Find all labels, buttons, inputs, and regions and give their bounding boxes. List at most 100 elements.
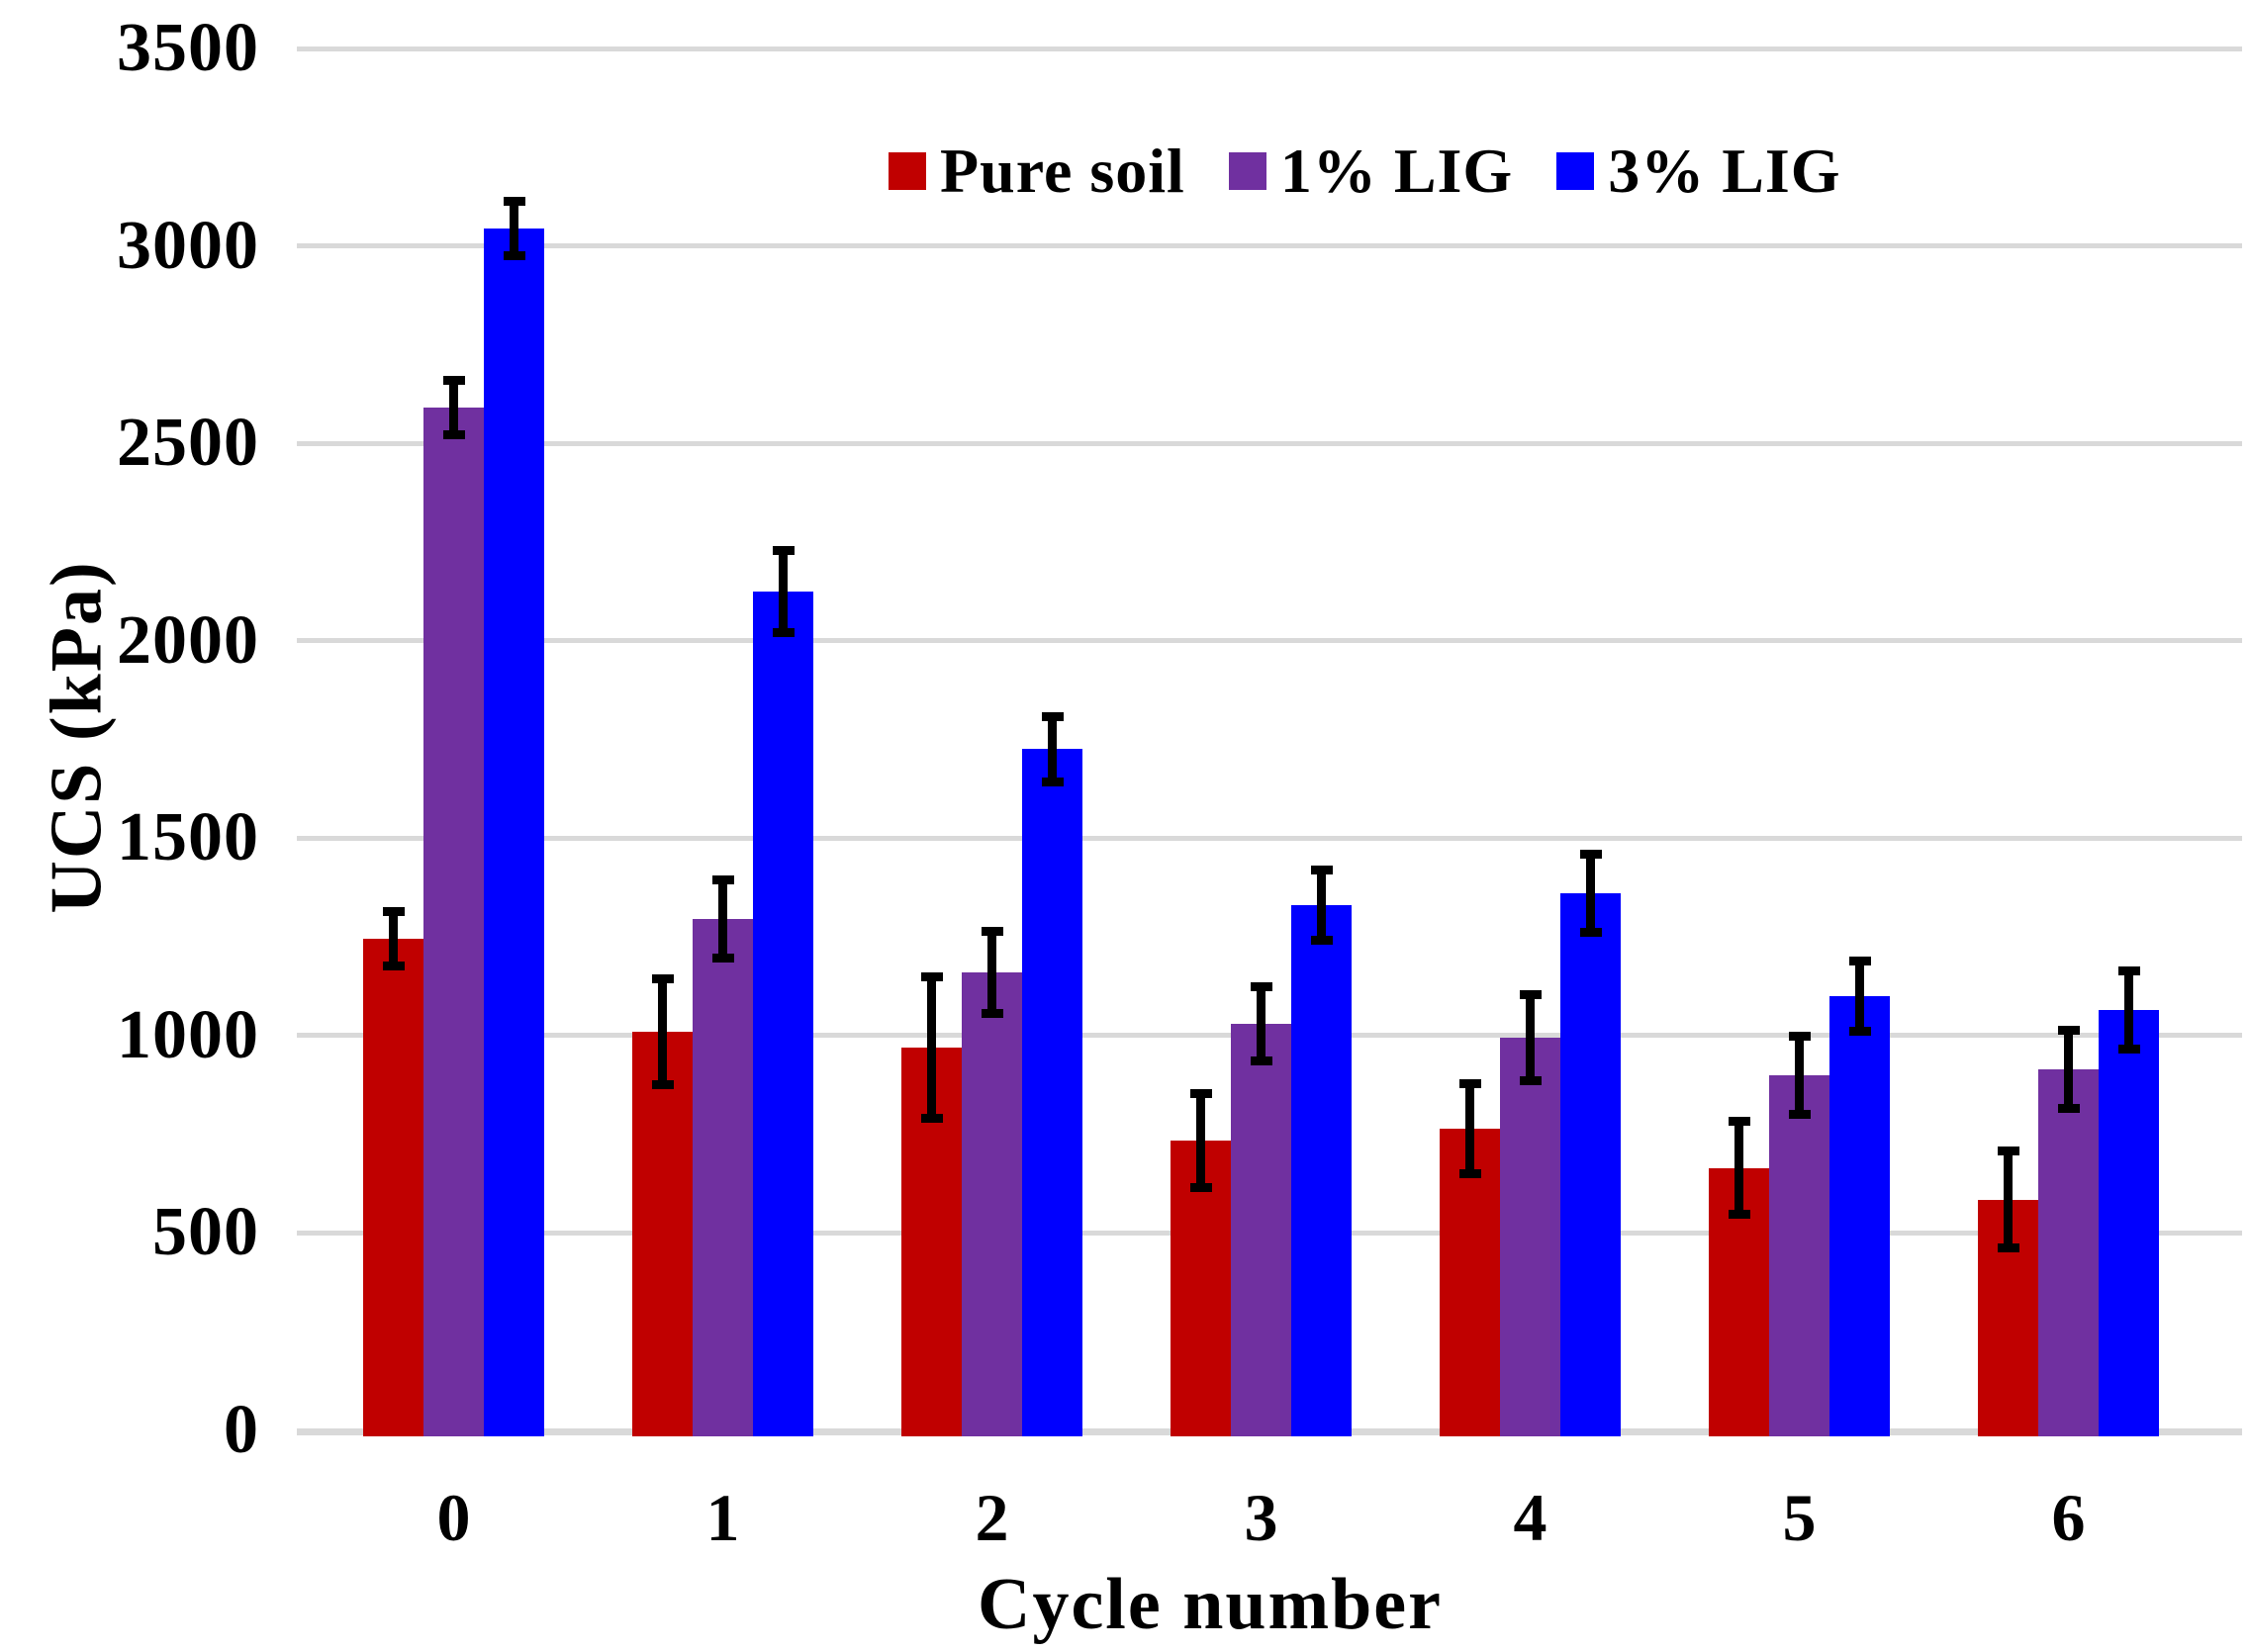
error-bar-line-1-lig-cycle-0 [449, 380, 458, 436]
error-bar-cap-bottom-1-lig-cycle-2 [981, 1008, 1003, 1018]
bar-3-lig-cycle-3 [1291, 905, 1352, 1436]
legend-label-3pct-lig: 3% LIG [1608, 136, 1841, 206]
legend-swatch-3pct-lig [1556, 152, 1595, 190]
bar-1-lig-cycle-4 [1500, 1037, 1560, 1436]
error-bar-line-3-lig-cycle-5 [1855, 961, 1864, 1032]
legend-item-1pct-lig: 1% LIG [1228, 133, 1514, 210]
error-bar-line-pure-soil-cycle-2 [927, 975, 936, 1119]
error-bar-cap-bottom-1-lig-cycle-1 [711, 954, 734, 964]
bar-3-lig-cycle-5 [1829, 995, 1890, 1436]
error-bar-cap-bottom-1-lig-cycle-0 [442, 430, 465, 440]
error-bar-line-1-lig-cycle-6 [2064, 1029, 2073, 1109]
bar-3-lig-cycle-6 [2099, 1009, 2159, 1436]
error-bar-cap-bottom-3-lig-cycle-6 [2117, 1044, 2140, 1054]
error-bar-cap-top-pure-soil-cycle-1 [651, 973, 674, 983]
error-bar-cap-bottom-pure-soil-cycle-3 [1189, 1182, 1212, 1192]
error-bar-cap-bottom-3-lig-cycle-1 [772, 627, 795, 637]
error-bar-cap-bottom-pure-soil-cycle-2 [920, 1113, 943, 1123]
error-bar-line-pure-soil-cycle-5 [1734, 1120, 1743, 1216]
error-bar-cap-bottom-1-lig-cycle-6 [2057, 1103, 2080, 1113]
error-bar-line-pure-soil-cycle-3 [1196, 1092, 1205, 1188]
bar-1-lig-cycle-3 [1231, 1023, 1291, 1436]
error-bar-line-1-lig-cycle-4 [1526, 993, 1535, 1081]
error-bar-cap-bottom-pure-soil-cycle-1 [651, 1079, 674, 1089]
gridline-3500 [297, 46, 2242, 51]
legend-item-pure-soil: Pure soil [889, 133, 1185, 210]
error-bar-cap-top-3-lig-cycle-0 [503, 196, 525, 206]
error-bar-cap-bottom-pure-soil-cycle-5 [1728, 1210, 1750, 1220]
y-tick-label-2500: 2500 [117, 405, 259, 482]
error-bar-cap-bottom-3-lig-cycle-5 [1848, 1026, 1871, 1036]
legend-label-pure-soil: Pure soil [940, 136, 1185, 206]
error-bar-line-pure-soil-cycle-1 [658, 977, 667, 1085]
error-bar-cap-top-pure-soil-cycle-6 [1997, 1146, 2019, 1155]
error-bar-cap-top-pure-soil-cycle-3 [1189, 1088, 1212, 1098]
error-bar-line-1-lig-cycle-2 [987, 931, 996, 1014]
error-bar-cap-top-3-lig-cycle-3 [1310, 866, 1333, 875]
error-bar-cap-top-1-lig-cycle-2 [981, 927, 1003, 937]
error-bar-cap-top-1-lig-cycle-6 [2057, 1025, 2080, 1035]
bar-3-lig-cycle-0 [484, 228, 544, 1436]
error-bar-cap-top-1-lig-cycle-4 [1519, 989, 1542, 999]
legend: Pure soil 1% LIG 3% LIG [889, 133, 1841, 210]
error-bar-cap-bottom-pure-soil-cycle-6 [1997, 1243, 2019, 1253]
bar-3-lig-cycle-4 [1560, 893, 1621, 1436]
x-tick-label-0: 0 [436, 1480, 471, 1555]
x-tick-label-3: 3 [1244, 1480, 1278, 1555]
error-bar-cap-top-pure-soil-cycle-4 [1458, 1078, 1481, 1088]
error-bar-line-3-lig-cycle-2 [1048, 715, 1057, 783]
error-bar-cap-bottom-1-lig-cycle-5 [1788, 1109, 1811, 1119]
y-tick-label-2000: 2000 [117, 601, 259, 679]
y-tick-label-3000: 3000 [117, 207, 259, 284]
error-bar-line-3-lig-cycle-1 [779, 549, 788, 633]
error-bar-cap-top-3-lig-cycle-6 [2117, 965, 2140, 975]
legend-swatch-pure-soil [889, 152, 926, 190]
error-bar-cap-top-3-lig-cycle-2 [1041, 711, 1064, 721]
bar-3-lig-cycle-1 [753, 591, 813, 1436]
legend-swatch-1pct-lig [1228, 152, 1266, 190]
gridline-2500 [297, 440, 2242, 446]
error-bar-line-3-lig-cycle-3 [1317, 870, 1326, 942]
error-bar-line-3-lig-cycle-0 [510, 200, 518, 256]
error-bar-cap-top-1-lig-cycle-5 [1788, 1031, 1811, 1041]
error-bar-cap-top-3-lig-cycle-4 [1579, 850, 1602, 860]
error-bar-cap-top-pure-soil-cycle-0 [382, 907, 405, 917]
y-tick-label-1000: 1000 [117, 996, 259, 1073]
x-axis-title: Cycle number [978, 1564, 1443, 1645]
error-bar-line-1-lig-cycle-5 [1795, 1035, 1804, 1115]
y-tick-label-1500: 1500 [117, 799, 259, 876]
error-bar-cap-bottom-3-lig-cycle-0 [503, 250, 525, 260]
error-bar-cap-bottom-3-lig-cycle-2 [1041, 778, 1064, 787]
y-tick-label-3500: 3500 [117, 10, 259, 86]
error-bar-cap-top-3-lig-cycle-1 [772, 545, 795, 555]
error-bar-cap-bottom-pure-soil-cycle-0 [382, 962, 405, 970]
error-bar-cap-bottom-pure-soil-cycle-4 [1458, 1168, 1481, 1178]
error-bar-cap-top-1-lig-cycle-3 [1250, 981, 1272, 991]
bar-1-lig-cycle-0 [423, 408, 484, 1436]
x-tick-label-6: 6 [2051, 1480, 2086, 1555]
error-bar-line-1-lig-cycle-1 [718, 879, 727, 960]
error-bar-cap-bottom-3-lig-cycle-3 [1310, 936, 1333, 946]
error-bar-cap-top-3-lig-cycle-5 [1848, 957, 1871, 966]
legend-label-1pct-lig: 1% LIG [1279, 136, 1514, 206]
gridline-3000 [297, 243, 2242, 249]
bar-1-lig-cycle-1 [693, 919, 753, 1436]
bar-1-lig-cycle-5 [1769, 1074, 1829, 1436]
x-tick-label-5: 5 [1782, 1480, 1817, 1555]
error-bar-cap-top-pure-soil-cycle-2 [920, 971, 943, 981]
error-bar-cap-bottom-1-lig-cycle-3 [1250, 1055, 1272, 1065]
x-tick-label-4: 4 [1513, 1480, 1547, 1555]
error-bar-cap-top-1-lig-cycle-1 [711, 875, 734, 885]
y-tick-label-0: 0 [224, 1392, 259, 1468]
gridline-1500 [297, 835, 2242, 841]
error-bar-line-3-lig-cycle-6 [2124, 969, 2133, 1050]
bar-1-lig-cycle-6 [2038, 1068, 2099, 1436]
error-bar-line-pure-soil-cycle-6 [2004, 1149, 2013, 1249]
y-tick-label-500: 500 [152, 1194, 259, 1271]
bar-3-lig-cycle-2 [1022, 749, 1082, 1436]
error-bar-line-pure-soil-cycle-4 [1465, 1082, 1474, 1174]
error-bar-line-1-lig-cycle-3 [1257, 985, 1265, 1061]
error-bar-line-pure-soil-cycle-0 [389, 911, 398, 966]
error-bar-cap-bottom-3-lig-cycle-4 [1579, 928, 1602, 938]
